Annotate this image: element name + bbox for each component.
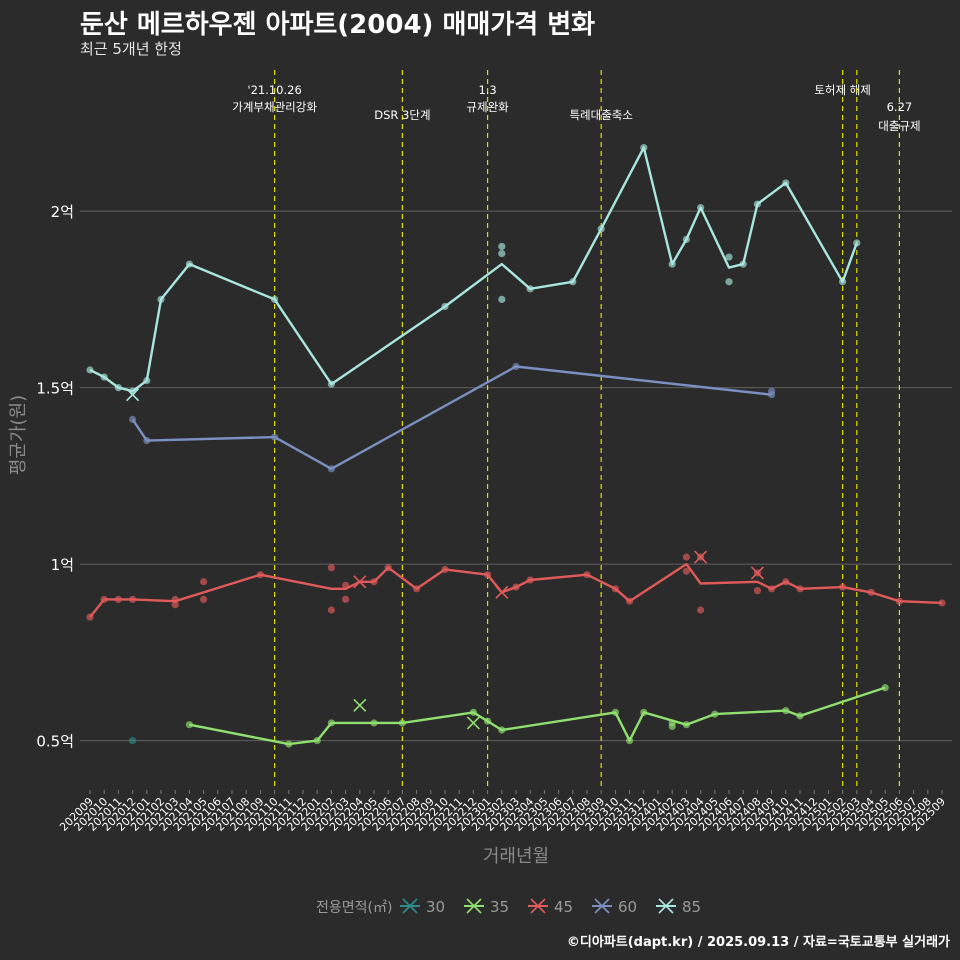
legend-item-label: 30	[426, 898, 445, 916]
legend-item-label: 45	[554, 898, 573, 916]
data-point	[682, 567, 691, 575]
cross-marker	[353, 698, 367, 712]
data-point	[697, 606, 705, 614]
cross-marker	[495, 585, 509, 599]
series-35	[185, 684, 889, 748]
series-line	[131, 365, 772, 470]
legend-item-label: 35	[490, 898, 509, 916]
series-30	[129, 736, 137, 745]
event-label: '21.10.26	[247, 83, 301, 97]
event-label: 6.27	[887, 100, 913, 114]
legend-item-label: 85	[682, 898, 701, 916]
data-point	[938, 599, 946, 607]
cross-marker	[466, 716, 480, 730]
source-caption: ©디아파트(dapt.kr) / 2025.09.13 / 자료=국토교통부 실…	[566, 935, 950, 950]
series-45	[86, 550, 946, 621]
data-point	[327, 564, 335, 572]
y-axis-title: 평균가(원)	[8, 395, 29, 475]
data-point	[768, 391, 776, 399]
event-label: 1.3	[478, 83, 496, 97]
data-point	[753, 586, 762, 595]
event-label: 토허제 해제	[814, 83, 871, 97]
series-60	[129, 362, 776, 473]
series-layer	[86, 144, 946, 748]
legend-key-cross	[594, 898, 610, 914]
series-line	[89, 146, 858, 393]
cross-marker	[126, 388, 140, 402]
event-label: 가계부채관리강화	[232, 100, 317, 114]
cross-marker	[353, 575, 367, 589]
event-label: 대출규제	[878, 119, 920, 133]
grid-layer	[80, 210, 952, 742]
chart-title: 둔산 메르하우젠 아파트(2004) 매매가격 변화	[80, 10, 596, 40]
y-tick-label: 1.5억	[36, 380, 74, 398]
legend-item-label: 60	[618, 898, 637, 916]
y-tick-label: 0.5억	[36, 733, 74, 751]
chart-subtitle: 최근 5개년 한정	[80, 40, 182, 58]
data-point	[682, 553, 691, 561]
event-label: DSR 3단계	[374, 108, 430, 122]
data-point	[327, 606, 335, 614]
data-point	[129, 736, 137, 745]
cross-marker	[694, 550, 708, 564]
data-point	[725, 278, 733, 286]
y-tick-label: 1억	[51, 556, 74, 574]
data-point	[342, 595, 350, 604]
legend-key-cross	[530, 898, 546, 914]
axis-layer: 0.5억1억1.5억2억2020092020102020112020122021…	[36, 203, 948, 834]
legend-title: 전용면적(㎡)	[316, 900, 392, 916]
data-point	[668, 722, 676, 731]
series-85	[86, 144, 861, 402]
cross-marker	[750, 566, 764, 580]
event-label: 규제완화	[466, 100, 509, 114]
data-point	[200, 578, 208, 586]
legend-key-cross	[466, 898, 482, 914]
x-axis-title: 거래년월	[483, 846, 549, 867]
data-point	[171, 601, 179, 609]
data-point	[498, 295, 506, 304]
data-point	[725, 253, 733, 261]
legend-key-cross	[402, 898, 418, 914]
data-point	[498, 242, 506, 251]
series-line	[189, 686, 886, 746]
data-point	[200, 595, 208, 604]
legend-key-cross	[658, 898, 674, 914]
data-point	[498, 249, 506, 258]
legend: 전용면적(㎡) 30 35 45 60 85	[316, 898, 701, 916]
event-label: 특례대출축소	[569, 108, 632, 122]
y-tick-label: 2억	[51, 203, 74, 221]
